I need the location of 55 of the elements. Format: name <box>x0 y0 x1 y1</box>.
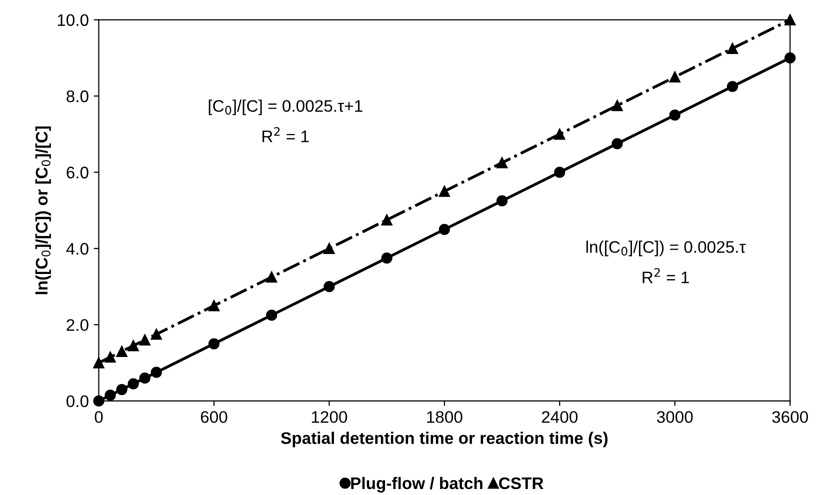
point <box>150 328 162 340</box>
y-tick-label: 0.0 <box>66 395 88 408</box>
point <box>324 281 335 292</box>
point <box>266 272 278 283</box>
point <box>612 100 623 112</box>
point <box>104 352 116 363</box>
point <box>554 166 566 178</box>
annotation: ln([C$_{0}$]/[C]) = 0.0025.τ <box>586 240 746 256</box>
point <box>150 366 162 378</box>
x-tick-label: 3000 <box>656 411 693 423</box>
point <box>128 340 139 352</box>
point <box>93 357 104 368</box>
point <box>139 372 150 384</box>
annotation: R$^{2}$ = 1 <box>642 268 689 284</box>
point <box>381 252 392 264</box>
point <box>554 128 566 140</box>
point <box>669 71 680 83</box>
point <box>496 157 508 168</box>
y-tick-label: 8.0 <box>66 90 88 102</box>
point <box>93 395 104 407</box>
point <box>104 390 116 401</box>
annotation: R$^{2}$ = 1 <box>262 127 309 142</box>
point <box>116 384 128 396</box>
point <box>208 338 220 350</box>
x-tick-label: 2400 <box>542 411 578 423</box>
x-tick-label: 1200 <box>312 411 348 423</box>
point <box>139 334 150 346</box>
point <box>784 14 796 26</box>
point <box>381 214 392 226</box>
legend-label: Plug-flow / batch <box>351 476 482 493</box>
point <box>726 42 738 54</box>
y-tick-label: 6.0 <box>66 166 88 178</box>
x-tick-label: 3600 <box>772 411 808 423</box>
point <box>438 186 450 197</box>
x-tick-label: 1800 <box>427 411 462 423</box>
point <box>669 110 680 121</box>
x-tick-label: 600 <box>200 411 228 423</box>
point <box>128 378 139 390</box>
point <box>784 52 796 64</box>
point <box>116 346 128 357</box>
y-axis-title: ln([C$_{0}$]/[C]) or [C$_{0}$]/[C] <box>35 126 51 294</box>
point <box>496 195 508 206</box>
y-tick-label: 4.0 <box>66 242 88 255</box>
point <box>726 80 738 92</box>
point <box>208 300 220 312</box>
y-tick-label: 10.0 <box>58 14 88 26</box>
x-axis-title: Spatial detention time or reaction time (s) <box>280 432 608 448</box>
point <box>266 310 278 321</box>
point <box>324 242 335 254</box>
point <box>438 224 450 235</box>
legend-label: CSTR <box>499 477 544 490</box>
y-tick-label: 2.0 <box>66 319 88 331</box>
annotation: [C$_{0}$]/[C] = 0.0025.τ+1 <box>208 100 362 116</box>
x-tick-label: 0 <box>94 411 103 423</box>
point <box>612 138 623 150</box>
